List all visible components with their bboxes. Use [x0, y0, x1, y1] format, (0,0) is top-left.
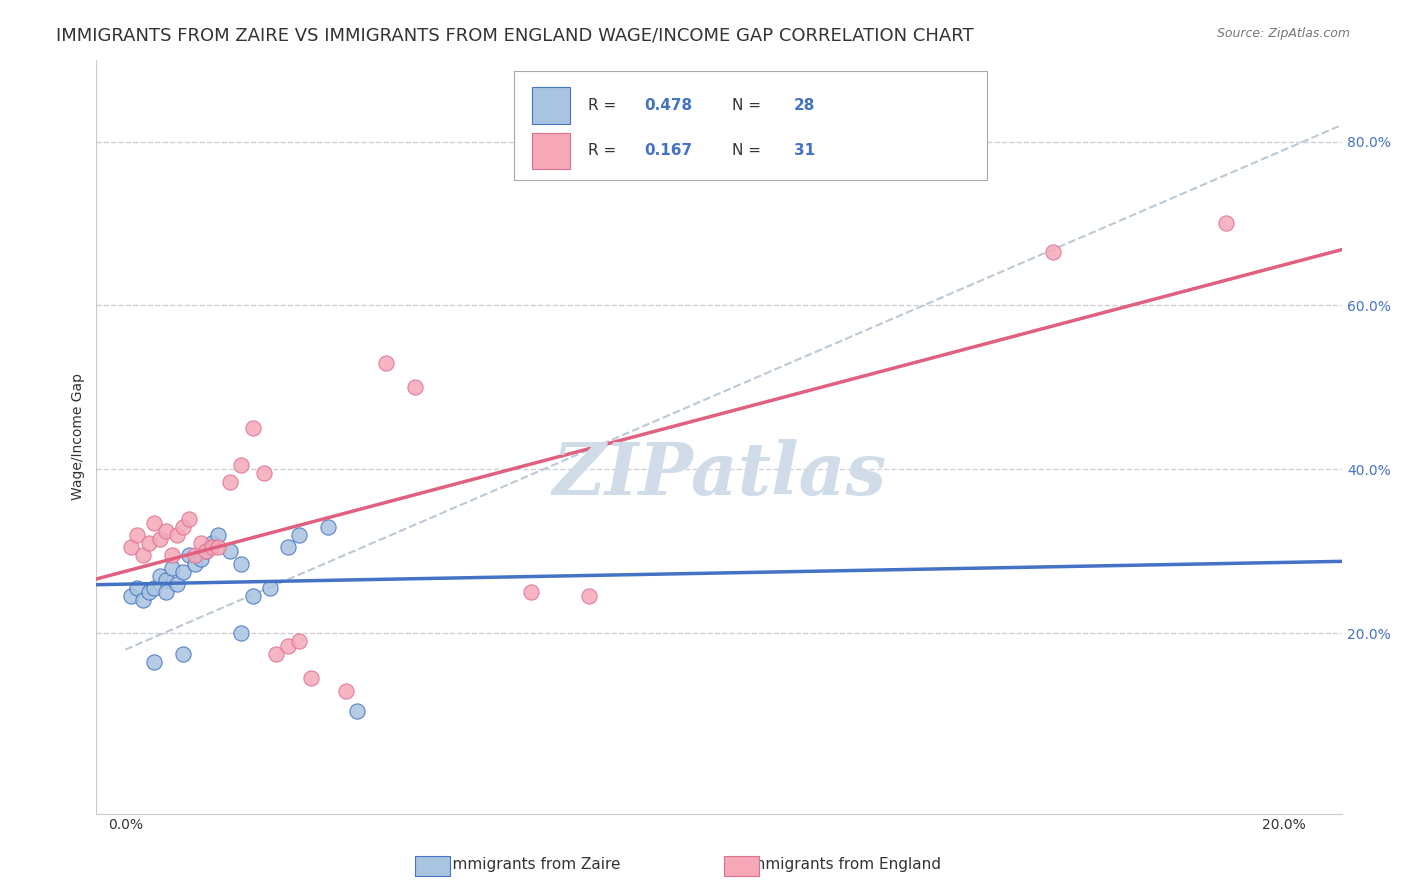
Text: N =: N =: [731, 144, 766, 158]
Point: [316, 519, 339, 533]
Y-axis label: Wage/Income Gap: Wage/Income Gap: [72, 373, 86, 500]
Point: [335, 683, 357, 698]
Point: [264, 647, 287, 661]
Point: [155, 524, 177, 538]
Text: 28: 28: [794, 98, 815, 113]
Point: [155, 573, 177, 587]
Text: IMMIGRANTS FROM ZAIRE VS IMMIGRANTS FROM ENGLAND WAGE/INCOME GAP CORRELATION CHA: IMMIGRANTS FROM ZAIRE VS IMMIGRANTS FROM…: [56, 27, 974, 45]
Point: [242, 590, 264, 604]
Point: [195, 544, 218, 558]
Point: [125, 581, 148, 595]
Point: [166, 577, 188, 591]
Point: [177, 511, 200, 525]
Point: [207, 540, 229, 554]
Point: [288, 634, 311, 648]
Text: ZIPatlas: ZIPatlas: [553, 439, 886, 509]
Point: [231, 458, 253, 473]
Point: [218, 475, 240, 489]
Point: [346, 704, 368, 718]
Point: [155, 585, 177, 599]
Text: 31: 31: [794, 144, 815, 158]
Point: [288, 528, 311, 542]
Point: [207, 528, 229, 542]
Point: [218, 544, 240, 558]
Point: [259, 581, 281, 595]
Point: [201, 536, 224, 550]
Point: [231, 626, 253, 640]
Point: [166, 528, 188, 542]
Point: [149, 569, 172, 583]
Point: [578, 590, 600, 604]
Text: 0.167: 0.167: [644, 144, 693, 158]
Point: [149, 532, 172, 546]
Point: [172, 565, 194, 579]
Point: [520, 585, 543, 599]
Point: [299, 671, 322, 685]
Point: [172, 519, 194, 533]
Text: 0.478: 0.478: [644, 98, 693, 113]
Point: [242, 421, 264, 435]
Point: [184, 549, 207, 563]
Text: N =: N =: [731, 98, 766, 113]
Point: [195, 544, 218, 558]
FancyBboxPatch shape: [513, 70, 987, 180]
Point: [375, 356, 398, 370]
Point: [231, 557, 253, 571]
Point: [177, 549, 200, 563]
Point: [404, 380, 426, 394]
Point: [190, 552, 212, 566]
Point: [138, 536, 160, 550]
Point: [277, 639, 299, 653]
FancyBboxPatch shape: [533, 133, 569, 169]
Text: R =: R =: [589, 98, 621, 113]
Point: [190, 536, 212, 550]
Point: [138, 585, 160, 599]
Point: [132, 549, 155, 563]
Point: [143, 655, 166, 669]
Point: [143, 516, 166, 530]
Text: Immigrants from Zaire: Immigrants from Zaire: [449, 857, 620, 872]
Text: Source: ZipAtlas.com: Source: ZipAtlas.com: [1216, 27, 1350, 40]
Point: [132, 593, 155, 607]
Point: [1215, 217, 1237, 231]
Text: Immigrants from England: Immigrants from England: [747, 857, 941, 872]
Point: [120, 590, 142, 604]
Point: [1042, 245, 1064, 260]
Point: [160, 549, 183, 563]
Point: [125, 528, 148, 542]
Point: [184, 557, 207, 571]
Point: [253, 467, 276, 481]
Point: [120, 540, 142, 554]
Text: R =: R =: [589, 144, 621, 158]
Point: [172, 647, 194, 661]
Point: [277, 540, 299, 554]
Point: [143, 581, 166, 595]
Point: [201, 540, 224, 554]
FancyBboxPatch shape: [533, 87, 569, 124]
Point: [160, 560, 183, 574]
